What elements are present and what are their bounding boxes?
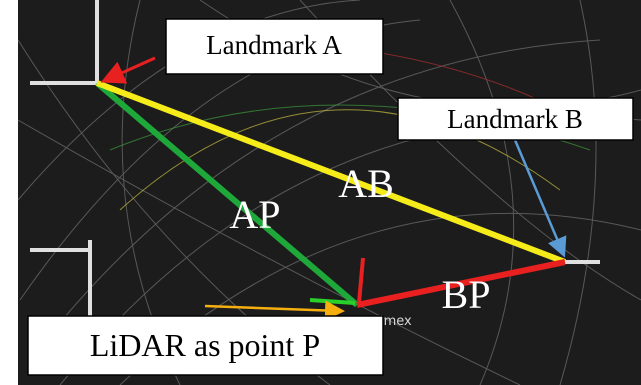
- segment-label: BP: [442, 272, 491, 317]
- diagram: imex Landmark A Landmark B LiDAR as poin…: [0, 0, 641, 385]
- landmark-b-label: Landmark B: [447, 104, 583, 134]
- landmark-a-label: Landmark A: [206, 30, 342, 60]
- lidar-label: LiDAR as point P: [90, 327, 320, 363]
- watermark: imex: [380, 314, 412, 329]
- segment-label: AP: [229, 192, 280, 237]
- segment-label: AB: [338, 161, 394, 206]
